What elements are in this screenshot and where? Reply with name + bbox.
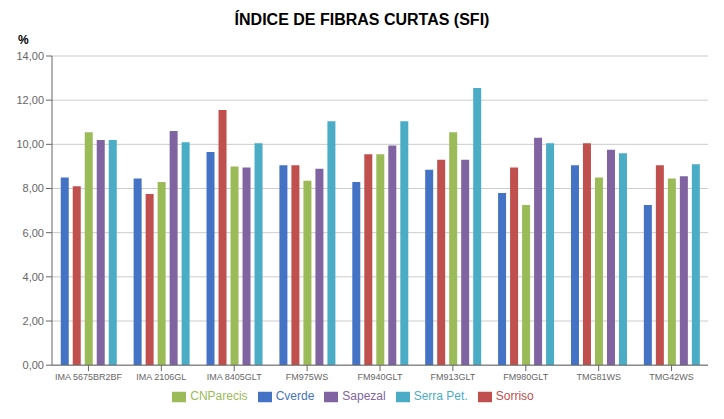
html-text:Sapezal: Sapezal	[342, 389, 386, 404]
svg-text:FM940GLT: FM940GLT	[358, 372, 403, 382]
svg-text:FM975WS: FM975WS	[286, 372, 329, 382]
svg-text:FM913GLT: FM913GLT	[430, 372, 475, 382]
html-text:CNParecis: CNParecis	[190, 389, 248, 404]
html-text:Sorriso: Sorriso	[495, 389, 534, 404]
svg-text:12,00: 12,00	[16, 94, 44, 106]
svg-text:IMA 8405GLT: IMA 8405GLT	[207, 372, 262, 382]
svg-text:8,00: 8,00	[23, 182, 44, 194]
svg-text:FM980GLT: FM980GLT	[503, 372, 548, 382]
html-text:ÍNDICE DE FIBRAS CURTAS (SFI): ÍNDICE DE FIBRAS CURTAS (SFI)	[234, 11, 490, 28]
svg-text:2,00: 2,00	[23, 315, 44, 327]
html-text:Cverde: Cverde	[275, 389, 315, 404]
svg-text:14,00: 14,00	[16, 50, 44, 62]
html-text:Serra Pet.: Serra Pet.	[413, 389, 468, 404]
svg-text:0,00: 0,00	[23, 359, 44, 371]
svg-text:6,00: 6,00	[23, 227, 44, 239]
svg-text:IMA 2106GL: IMA 2106GL	[136, 372, 186, 382]
svg-text:10,00: 10,00	[16, 138, 44, 150]
svg-text:IMA 5675BR2BF: IMA 5675BR2BF	[55, 372, 123, 382]
svg-text:TMG81WS: TMG81WS	[576, 372, 621, 382]
svg-text:TMG42WS: TMG42WS	[649, 372, 694, 382]
svg-text:4,00: 4,00	[23, 271, 44, 283]
